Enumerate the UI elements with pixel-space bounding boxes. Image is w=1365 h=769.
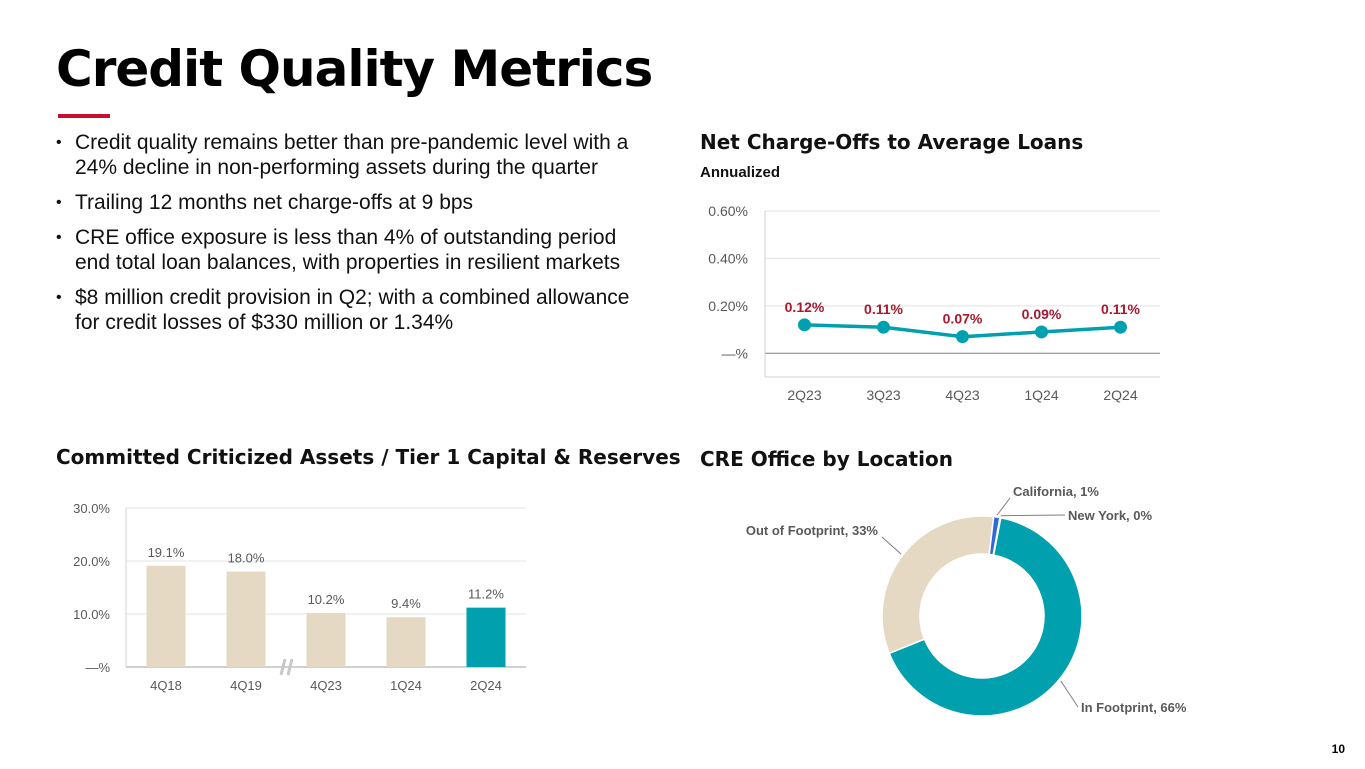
bullet-item: Trailing 12 months net charge-offs at 9 … [56, 190, 636, 215]
nco-y-tick: 0.40% [708, 250, 748, 266]
nco-x-tick: 1Q24 [1024, 387, 1058, 403]
criticized-data-label: 18.0% [228, 551, 265, 566]
axis-break-mark [279, 658, 287, 676]
criticized-y-tick: —% [85, 660, 110, 675]
nco-data-point [1035, 325, 1048, 339]
page-number: 10 [1331, 742, 1345, 756]
bullet-item: Credit quality remains better than pre-p… [56, 130, 636, 180]
cre-slice [888, 516, 1083, 717]
criticized-x-tick: 1Q24 [390, 678, 422, 693]
nco-data-point [956, 330, 969, 344]
criticized-x-tick: 4Q18 [150, 678, 182, 693]
nco-chart-subtitle: Annualized [700, 164, 781, 181]
criticized-bar [146, 565, 186, 667]
nco-data-point [798, 318, 811, 332]
criticized-y-tick: 10.0% [73, 607, 110, 622]
page-title: Credit Quality Metrics [56, 40, 653, 98]
criticized-bar [466, 607, 506, 667]
criticized-bar [226, 571, 266, 667]
criticized-data-label: 9.4% [391, 596, 421, 611]
cre-slice-label: Out of Footprint, 33% [746, 523, 879, 538]
title-accent-bar [58, 114, 110, 118]
cre-slice-label: New York, 0% [1068, 508, 1152, 523]
cre-chart-title: CRE Office by Location [700, 447, 953, 471]
nco-data-label: 0.12% [785, 299, 825, 315]
criticized-data-label: 19.1% [148, 545, 185, 560]
bullet-item: $8 million credit provision in Q2; with … [56, 285, 636, 335]
nco-data-label: 0.07% [943, 311, 983, 327]
criticized-bar [386, 617, 426, 667]
nco-data-label: 0.09% [1022, 306, 1062, 322]
axis-break-mark [286, 658, 294, 676]
nco-data-point [1114, 320, 1127, 334]
nco-y-tick: 0.60% [708, 203, 748, 219]
nco-x-tick: 2Q23 [787, 387, 821, 403]
bullet-list: Credit quality remains better than pre-p… [56, 130, 636, 345]
nco-data-label: 0.11% [1101, 301, 1140, 317]
cre-leader-line [1060, 680, 1079, 708]
criticized-x-tick: 4Q19 [230, 678, 262, 693]
bullet-item: CRE office exposure is less than 4% of o… [56, 225, 636, 275]
nco-x-tick: 4Q23 [945, 387, 979, 403]
nco-data-point [877, 320, 890, 334]
nco-x-tick: 2Q24 [1103, 387, 1137, 403]
criticized-y-tick: 30.0% [73, 501, 110, 516]
cre-slice-label: California, 1% [1013, 484, 1099, 499]
nco-data-label: 0.11% [864, 301, 903, 317]
criticized-chart-title: Committed Criticized Assets / Tier 1 Cap… [56, 445, 681, 469]
criticized-x-tick: 4Q23 [310, 678, 342, 693]
nco-y-tick: 0.20% [708, 298, 748, 314]
cre-slice-label: In Footprint, 66% [1081, 700, 1187, 715]
cre-slice [988, 515, 1001, 556]
cre-leader-line [881, 536, 902, 555]
criticized-data-label: 11.2% [468, 587, 504, 602]
criticized-x-tick: 2Q24 [470, 678, 502, 693]
criticized-y-tick: 20.0% [73, 554, 110, 569]
nco-chart-title: Net Charge-Offs to Average Loans [700, 130, 1084, 154]
nco-y-tick: —% [722, 345, 748, 361]
cre-slice [881, 515, 995, 655]
nco-x-tick: 3Q23 [866, 387, 900, 403]
criticized-data-label: 10.2% [308, 592, 345, 607]
cre-leader-line [1000, 514, 1066, 517]
criticized-bar [306, 612, 346, 667]
cre-leader-line [996, 497, 1011, 516]
